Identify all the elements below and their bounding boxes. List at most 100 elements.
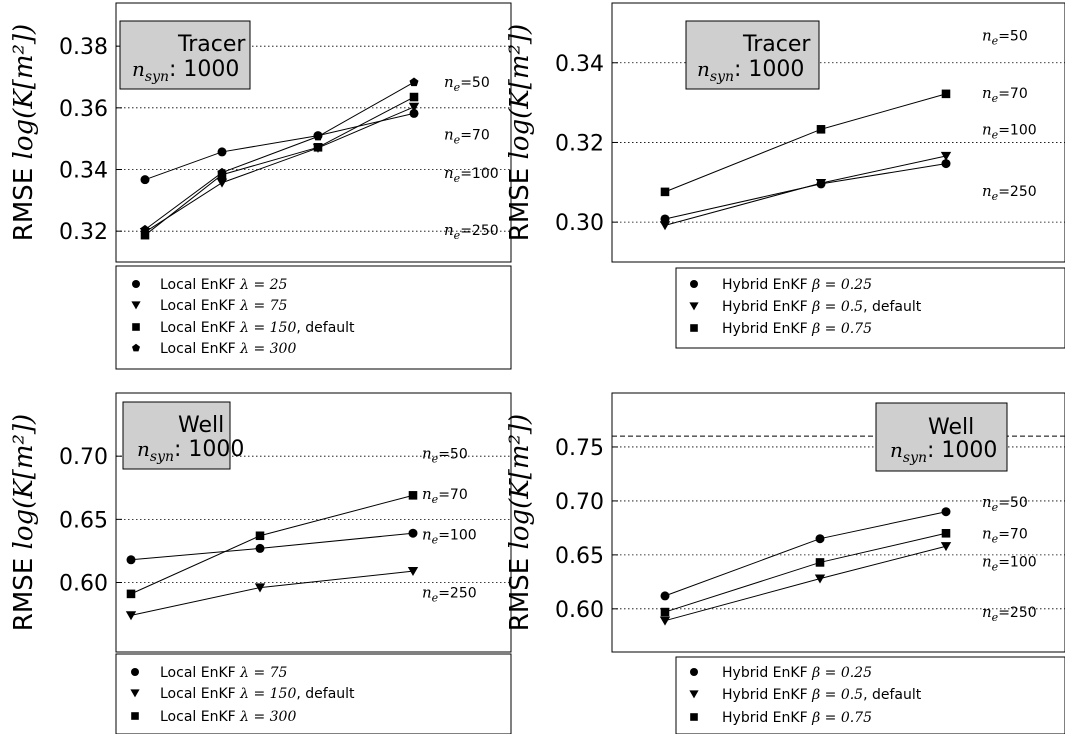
data-point [216, 178, 228, 188]
series-line [130, 532, 414, 561]
annotation-box [685, 20, 820, 90]
ne-label: ne=250 [982, 182, 1037, 203]
legend-marker [131, 301, 141, 310]
data-point [255, 531, 265, 541]
ne-label: ne=100 [982, 120, 1037, 141]
series-line [664, 511, 947, 597]
plot-frame [115, 392, 512, 653]
y-tick-label: 0.70 [555, 490, 604, 515]
legend-marker [689, 302, 699, 311]
data-point [255, 543, 265, 553]
data-point [217, 167, 227, 177]
legend-marker [690, 280, 698, 288]
legend-marker [131, 668, 139, 676]
series-line [664, 155, 947, 226]
legend-box [115, 265, 512, 370]
data-point [815, 178, 827, 189]
data-point [660, 607, 670, 617]
annotation-nsyn: nsyn: 1000 [137, 437, 244, 465]
y-axis-label: RMSE log(K[m²]) [9, 414, 39, 631]
data-point [254, 583, 266, 593]
data-point [140, 224, 150, 234]
y-tick-label: 0.75 [555, 436, 604, 461]
y-tick-label: 0.60 [59, 572, 108, 597]
ne-label: ne=100 [982, 552, 1037, 573]
legend-entry: Local EnKF λ = 25 [160, 277, 288, 293]
plot-frame [611, 2, 1065, 263]
legend-entry: Hybrid EnKF β = 0.75 [722, 321, 872, 337]
data-point [408, 491, 418, 500]
legend-box [115, 653, 512, 734]
data-point [941, 159, 951, 169]
annotation-nsyn: nsyn: 1000 [132, 57, 239, 85]
y-tick-label: 0.36 [59, 97, 108, 122]
data-point [408, 528, 418, 538]
data-point [313, 143, 323, 152]
y-tick-label: 0.38 [59, 35, 108, 60]
data-point [126, 555, 136, 565]
data-point [217, 147, 227, 157]
legend-marker [132, 280, 140, 288]
y-tick-label: 0.30 [555, 211, 604, 236]
plot-frame [611, 392, 1065, 653]
data-point [313, 131, 323, 141]
data-point [660, 187, 670, 197]
ne-label: ne=70 [982, 524, 1028, 545]
series-line [130, 494, 414, 595]
legend-marker [130, 689, 140, 698]
data-point [814, 574, 826, 584]
series-line [664, 545, 947, 622]
legend-marker [131, 712, 139, 720]
ne-label: ne=50 [982, 493, 1028, 514]
data-point [941, 529, 951, 538]
legend-entry: Local EnKF λ = 150, default [160, 686, 355, 702]
series-line [144, 112, 415, 181]
legend-entry: Local EnKF λ = 75 [160, 298, 288, 314]
annotation-box [119, 20, 251, 90]
data-point [660, 591, 670, 601]
ne-label: ne=50 [422, 445, 468, 466]
y-axis-label: RMSE log(K[m²]) [505, 24, 535, 241]
data-point [659, 221, 671, 231]
ne-label: ne=50 [982, 27, 1028, 48]
legend-entry: Local EnKF λ = 150, default [160, 320, 355, 336]
legend-marker [132, 323, 140, 331]
data-point [125, 611, 137, 621]
data-point [407, 567, 419, 577]
y-axis-label: RMSE log(K[m²]) [505, 414, 535, 631]
data-point [940, 151, 952, 161]
legend-entry: Hybrid EnKF β = 0.75 [722, 710, 872, 726]
data-point [409, 92, 419, 102]
y-tick-label: 0.34 [555, 52, 604, 77]
data-point [941, 507, 951, 517]
series-line [664, 532, 947, 613]
data-point [408, 102, 420, 112]
data-point [941, 89, 951, 99]
annotation-title: Well [928, 415, 974, 440]
legend-box [675, 656, 1065, 734]
y-tick-label: 0.65 [555, 544, 604, 569]
y-tick-label: 0.34 [59, 159, 108, 184]
series-line [144, 106, 415, 233]
annotation-nsyn: nsyn: 1000 [697, 57, 804, 85]
chart-panel-2: 0.30 0.32 0.34 RMSE log(K[m²]) ne=50 ne=70 ne=… [505, 2, 1065, 349]
annotation-title: Tracer [742, 32, 811, 57]
series-line [144, 96, 415, 236]
legend-entry: Hybrid EnKF β = 0.25 [722, 277, 872, 293]
y-tick-label: 0.32 [59, 220, 108, 245]
legend-marker [690, 324, 698, 332]
ne-label: ne=70 [422, 485, 468, 506]
ne-label: ne=50 [444, 73, 490, 94]
series-line [144, 81, 415, 231]
chart-panel-4: 0.60 0.65 0.70 0.75 RMSE log(K[m²]) ne=50 ne=7… [505, 392, 1065, 734]
annotation-box [122, 401, 231, 470]
series-line [664, 163, 947, 220]
ne-label: ne=100 [422, 526, 477, 547]
legend-marker [690, 668, 698, 676]
ne-label: ne=70 [444, 125, 490, 146]
ne-label: ne=100 [444, 164, 499, 185]
legend-marker [132, 343, 140, 352]
data-point [815, 558, 825, 567]
data-point [409, 77, 419, 87]
